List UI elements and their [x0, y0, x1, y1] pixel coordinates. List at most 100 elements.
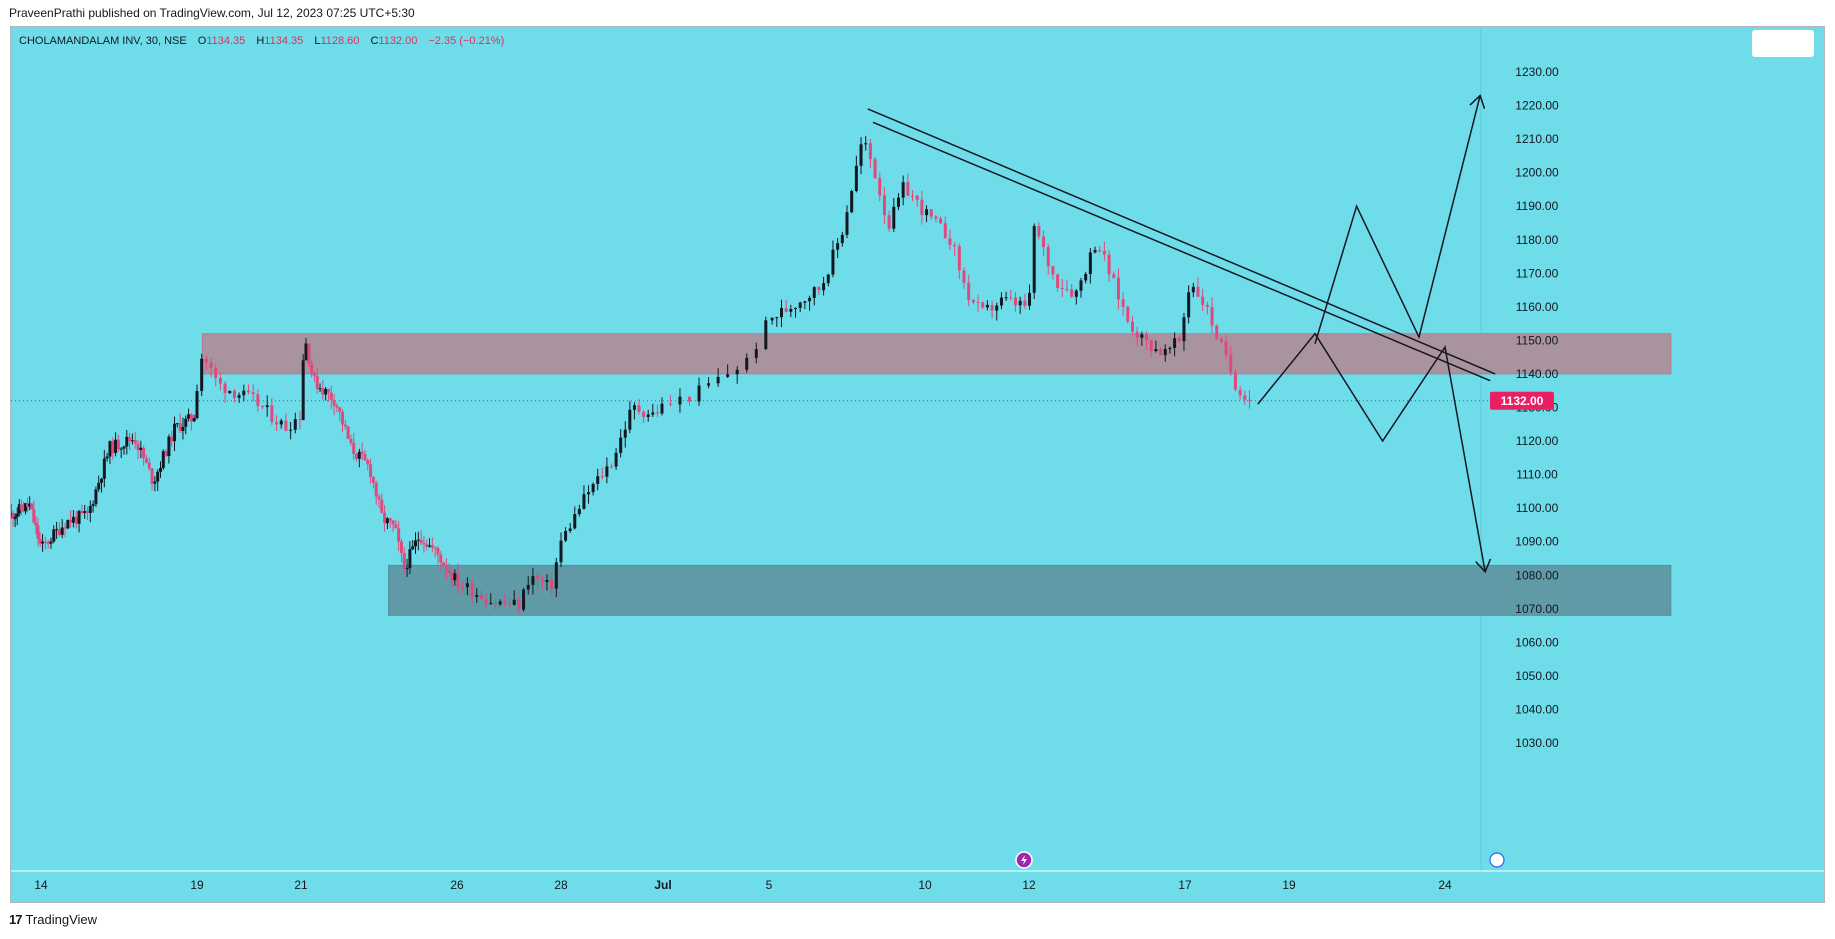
- candle-body: [150, 468, 154, 484]
- candle-body: [559, 540, 563, 563]
- legend-close: 1132.00: [378, 35, 418, 47]
- candle-body: [775, 317, 779, 319]
- candle-body: [1224, 341, 1228, 355]
- candle-body: [1219, 338, 1223, 342]
- candle-body: [1238, 389, 1242, 396]
- candle-body: [1210, 306, 1214, 326]
- candle-body: [489, 603, 493, 605]
- candle-body: [298, 419, 302, 421]
- candle-body: [1163, 349, 1167, 356]
- candle-body: [85, 511, 89, 513]
- candle-body: [232, 390, 236, 398]
- x-tick-label: 19: [190, 878, 204, 892]
- candle-body: [279, 420, 283, 425]
- candle-body: [1191, 286, 1195, 293]
- candle-body: [32, 508, 36, 523]
- candle-body: [444, 565, 448, 571]
- candle-body: [1229, 354, 1233, 373]
- candle-body: [63, 527, 67, 529]
- bullish-path: [1314, 95, 1481, 344]
- candle-body: [882, 195, 886, 216]
- candle-body: [1154, 349, 1158, 352]
- candle-body: [94, 489, 98, 505]
- legend-change: −2.35 (−0.21%): [428, 35, 505, 47]
- y-tick-label: 1030.00: [1515, 736, 1559, 750]
- legend-high: 1134.35: [264, 35, 304, 47]
- candle-body: [1051, 266, 1055, 275]
- candle-body: [275, 421, 279, 425]
- candle-body: [596, 476, 600, 484]
- candle-body: [1177, 338, 1181, 342]
- x-tick-label: 10: [918, 878, 932, 892]
- candle-body: [962, 270, 966, 283]
- candle-body: [868, 143, 872, 160]
- legend-high-label: H: [256, 35, 265, 47]
- candle-body: [36, 525, 40, 539]
- candle-body: [105, 456, 109, 459]
- candle-body: [1135, 331, 1139, 338]
- candle-body: [939, 218, 943, 224]
- y-tick-label: 1220.00: [1515, 99, 1559, 113]
- candle-body: [69, 519, 73, 523]
- legend-low-label: L: [314, 35, 321, 47]
- candle-body: [411, 546, 415, 550]
- candle-body: [1173, 338, 1177, 348]
- candle-body: [453, 573, 457, 581]
- candle-body: [251, 392, 255, 395]
- candle-body: [170, 436, 174, 442]
- candle-body: [349, 438, 353, 443]
- lightning-icon: [1021, 855, 1027, 865]
- candle-body: [43, 541, 47, 543]
- x-tick-label: 24: [1438, 878, 1452, 892]
- candle-body: [119, 448, 123, 450]
- trendline: [867, 108, 1496, 375]
- candle-body: [934, 216, 938, 219]
- candle-body: [1205, 304, 1209, 307]
- candle-body: [609, 466, 613, 468]
- candle-body: [128, 436, 132, 442]
- candle-body: [981, 302, 985, 308]
- candle-body: [726, 374, 730, 377]
- candle-body: [301, 360, 305, 421]
- candle-body: [577, 508, 581, 515]
- candle-body: [554, 562, 558, 589]
- candle-body: [447, 570, 451, 573]
- candle-body: [920, 199, 924, 216]
- candle-body: [218, 378, 222, 384]
- candle-body: [859, 144, 863, 166]
- candle-body: [735, 369, 739, 375]
- candle-body: [402, 552, 406, 569]
- x-tick-label: 19: [1282, 878, 1296, 892]
- candle-body: [397, 528, 401, 542]
- candle-body: [929, 209, 933, 217]
- candle-body: [779, 308, 783, 318]
- candle-body: [46, 541, 50, 544]
- legend-symbol[interactable]: CHOLAMANDALAM INV, 30, NSE: [19, 35, 187, 47]
- candle-body: [550, 580, 554, 589]
- candle-body: [242, 390, 246, 396]
- y-tick-label: 1050.00: [1515, 669, 1559, 683]
- candle-body: [493, 603, 497, 605]
- footer-brand[interactable]: 17 TradingView: [9, 912, 97, 927]
- candle-body: [214, 367, 218, 379]
- candle-body: [517, 599, 521, 610]
- candle-body: [642, 412, 646, 417]
- candle-body: [878, 178, 882, 196]
- y-tick-label: 1070.00: [1515, 602, 1559, 616]
- candle-body: [156, 471, 160, 482]
- candle-body: [416, 539, 420, 541]
- candle-body: [911, 195, 915, 197]
- candle-body: [745, 357, 749, 370]
- candle-body: [526, 584, 530, 590]
- candle-body: [484, 599, 488, 604]
- candle-body: [130, 440, 134, 442]
- chart-frame[interactable]: 1230.00 1220.00 1210.00 1200.00 1190.00 1180.…: [10, 26, 1825, 903]
- candle-body: [366, 460, 370, 465]
- candle-body: [352, 442, 356, 454]
- candle-body: [808, 297, 812, 302]
- candle-body: [49, 541, 53, 544]
- candle-body: [374, 482, 378, 497]
- candlestick-chart[interactable]: 1230.00 1220.00 1210.00 1200.00 1190.00 1180.…: [11, 27, 1825, 903]
- candle-body: [892, 206, 896, 229]
- candle-body: [831, 249, 835, 275]
